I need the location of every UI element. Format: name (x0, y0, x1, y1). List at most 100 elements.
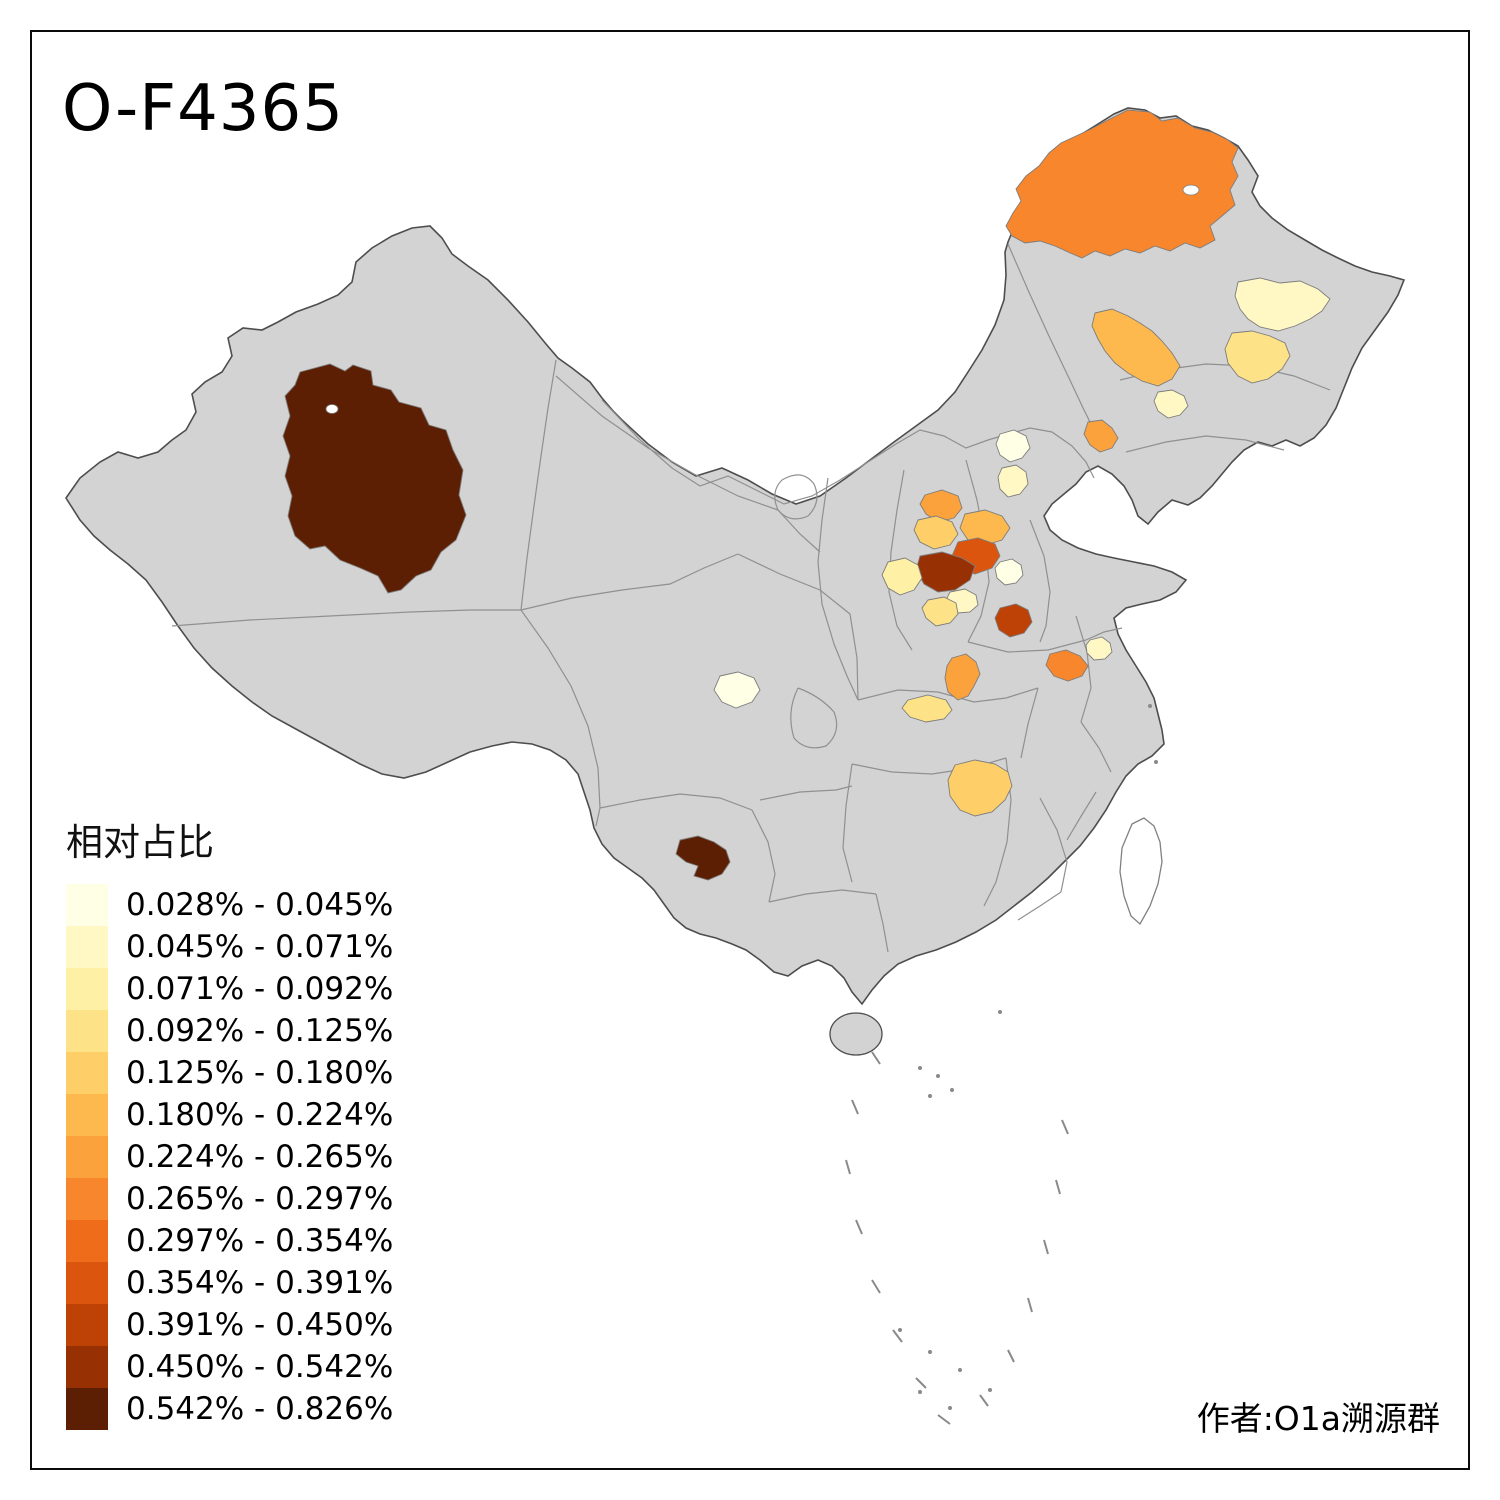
legend-row: 0.028% - 0.045% (66, 884, 393, 926)
legend: 相对占比 0.028% - 0.045% 0.045% - 0.071% 0.071… (66, 812, 393, 1430)
map-region-r20 (1085, 636, 1113, 661)
map-region-r22 (944, 653, 981, 701)
sea-boundary-dash (1061, 1119, 1069, 1135)
enclave-hole (325, 404, 339, 414)
legend-swatch (66, 1262, 108, 1304)
legend-row: 0.180% - 0.224% (66, 1094, 393, 1136)
province-border (1075, 615, 1092, 723)
legend-rows: 0.028% - 0.045% 0.045% - 0.071% 0.071% - 0… (66, 884, 393, 1430)
legend-row: 0.265% - 0.297% (66, 1178, 393, 1220)
small-island-dot (1154, 760, 1158, 764)
sea-boundary-dash (892, 1329, 903, 1343)
sea-boundary-dash (915, 1377, 927, 1389)
map-region-r19 (994, 603, 1033, 638)
legend-bin-label: 0.354% - 0.391% (126, 1265, 394, 1301)
legend-row: 0.354% - 0.391% (66, 1262, 393, 1304)
small-island-dot (898, 1328, 902, 1332)
legend-bin-label: 0.450% - 0.542% (126, 1349, 394, 1385)
map-region-r15 (881, 557, 923, 596)
enclave-hole (1182, 184, 1200, 196)
map-region-r21 (1045, 649, 1089, 682)
legend-swatch (66, 1220, 108, 1262)
legend-row: 0.542% - 0.826% (66, 1388, 393, 1430)
author-credit: 作者:O1a溯源群 (1196, 1399, 1440, 1438)
province-border (1020, 687, 1039, 759)
map-region-r03 (1234, 277, 1331, 332)
legend-bin-label: 0.092% - 0.125% (126, 1013, 394, 1049)
map-region-r05 (1224, 330, 1291, 384)
colored-regions (282, 109, 1331, 881)
sea-boundary-dash (845, 1159, 851, 1175)
province-border (967, 639, 1087, 653)
legend-row: 0.450% - 0.542% (66, 1346, 393, 1388)
map-region-r25 (947, 759, 1013, 817)
legend-bin-label: 0.542% - 0.826% (126, 1391, 394, 1427)
map-region-r06 (1153, 389, 1189, 419)
small-island-dot (998, 1010, 1002, 1014)
map-region-r24 (713, 671, 761, 709)
province-border (1085, 627, 1123, 641)
sea-boundary-dash (871, 1051, 881, 1065)
hainan-island (829, 1012, 883, 1056)
map-region-r01 (282, 363, 467, 594)
south-china-sea-marks (845, 704, 1158, 1425)
legend-bin-label: 0.045% - 0.071% (126, 929, 394, 965)
province-border (774, 474, 818, 520)
legend-swatch (66, 968, 108, 1010)
small-island-dot (918, 1390, 922, 1394)
province-border (171, 609, 521, 627)
legend-title: 相对占比 (66, 821, 214, 864)
province-border (768, 889, 877, 903)
legend-row: 0.297% - 0.354% (66, 1220, 393, 1262)
province-border (790, 687, 838, 749)
legend-row: 0.224% - 0.265% (66, 1136, 393, 1178)
province-border (555, 375, 779, 511)
legend-bin-label: 0.071% - 0.092% (126, 971, 394, 1007)
legend-swatch (66, 1304, 108, 1346)
sea-boundary-dash (851, 1099, 859, 1115)
sea-boundary-dash (1027, 1297, 1033, 1313)
sea-boundary-dash (1055, 1179, 1061, 1195)
province-border (601, 399, 1095, 505)
map-region-r26 (675, 835, 731, 881)
province-border (777, 509, 821, 553)
map-title: O-F4365 (62, 72, 344, 146)
map-region-r04 (1091, 308, 1181, 387)
province-border (842, 763, 853, 883)
map-region-r23 (901, 694, 953, 723)
legend-bin-label: 0.265% - 0.297% (126, 1181, 394, 1217)
legend-swatch (66, 1178, 108, 1220)
small-island-dot (988, 1388, 992, 1392)
map-region-r09 (997, 464, 1029, 498)
legend-bin-label: 0.224% - 0.265% (126, 1139, 394, 1175)
small-island-dot (1148, 704, 1152, 708)
mainland-outline (65, 107, 1406, 1006)
legend-swatch (66, 926, 108, 968)
legend-row: 0.125% - 0.180% (66, 1052, 393, 1094)
legend-row: 0.391% - 0.450% (66, 1304, 393, 1346)
legend-swatch (66, 1052, 108, 1094)
small-island-dot (936, 1074, 940, 1078)
small-island-dot (950, 1088, 954, 1092)
province-border (599, 793, 753, 811)
map-region-r10 (919, 489, 963, 523)
province-border (520, 553, 739, 611)
legend-bin-label: 0.180% - 0.224% (126, 1097, 394, 1133)
mainland (65, 107, 1406, 1006)
map-region-r11 (913, 515, 959, 550)
legend-row: 0.092% - 0.125% (66, 1010, 393, 1052)
legend-bin-label: 0.391% - 0.450% (126, 1307, 394, 1343)
province-border (737, 553, 859, 701)
small-island-dot (928, 1350, 932, 1354)
sea-boundary-dash (937, 1414, 951, 1425)
legend-bin-label: 0.125% - 0.180% (126, 1055, 394, 1091)
small-island-dot (918, 1066, 922, 1070)
province-border (1029, 519, 1051, 643)
province-border (759, 785, 853, 801)
legend-swatch (66, 1136, 108, 1178)
sea-boundary-dash (1043, 1239, 1049, 1255)
legend-swatch (66, 1388, 108, 1430)
sea-boundary-dash (855, 1219, 863, 1235)
